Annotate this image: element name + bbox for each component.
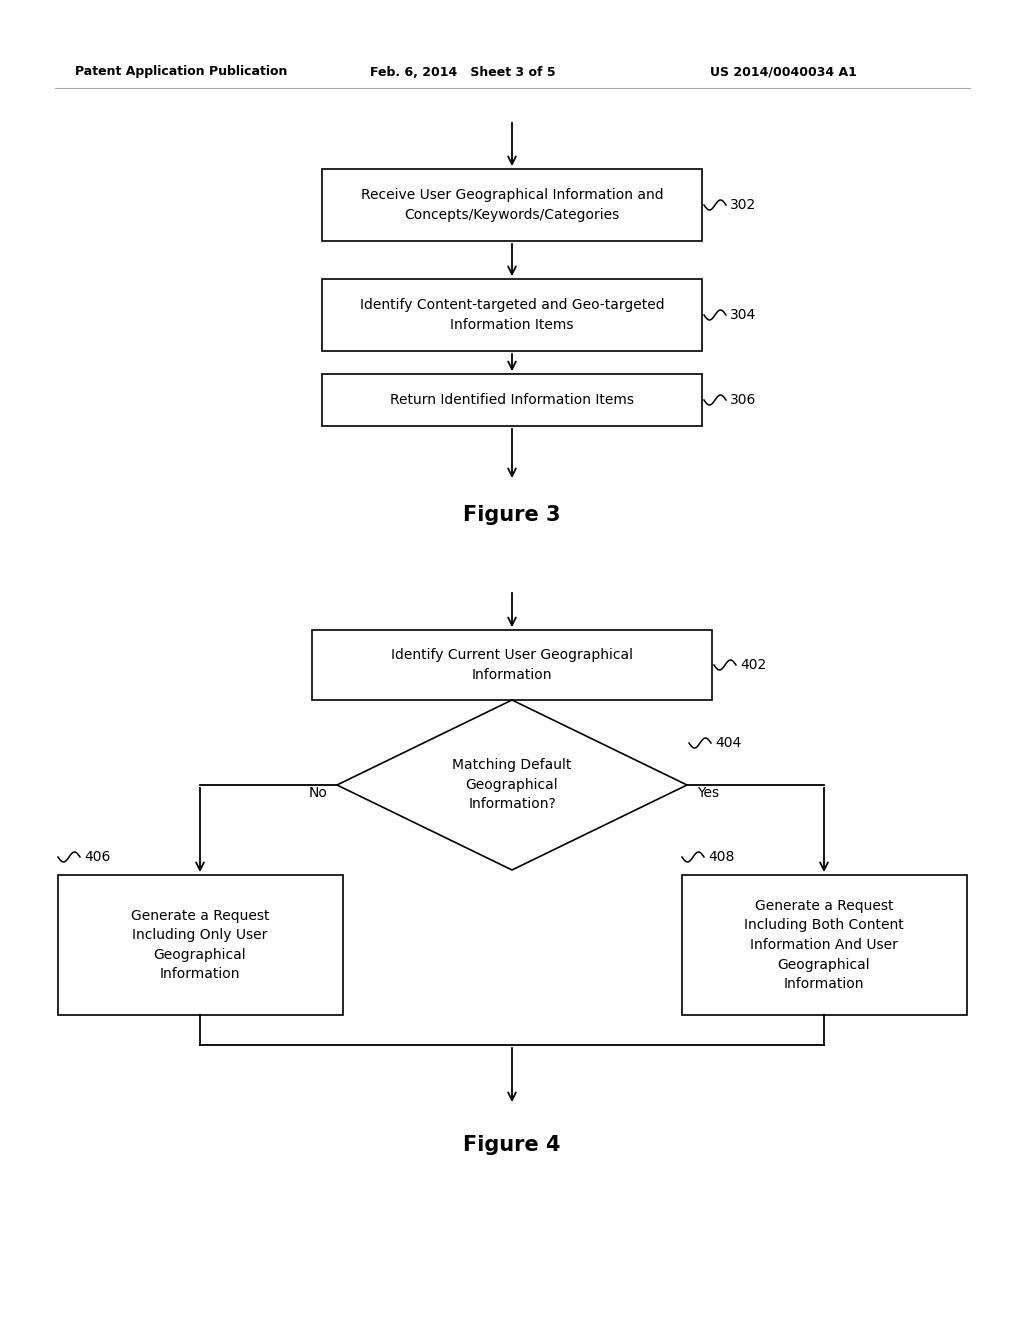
Text: Return Identified Information Items: Return Identified Information Items [390, 393, 634, 407]
FancyBboxPatch shape [322, 374, 702, 426]
FancyBboxPatch shape [57, 875, 342, 1015]
Text: Yes: Yes [697, 785, 719, 800]
Text: Figure 4: Figure 4 [463, 1135, 561, 1155]
FancyBboxPatch shape [322, 279, 702, 351]
Text: 306: 306 [730, 393, 757, 407]
Text: Figure 3: Figure 3 [463, 506, 561, 525]
Text: Feb. 6, 2014   Sheet 3 of 5: Feb. 6, 2014 Sheet 3 of 5 [370, 66, 556, 78]
Text: Generate a Request
Including Both Content
Information And User
Geographical
Info: Generate a Request Including Both Conten… [744, 899, 904, 991]
Text: Matching Default
Geographical
Information?: Matching Default Geographical Informatio… [453, 759, 571, 812]
Text: 402: 402 [740, 657, 766, 672]
FancyBboxPatch shape [312, 630, 712, 700]
Text: Generate a Request
Including Only User
Geographical
Information: Generate a Request Including Only User G… [131, 908, 269, 981]
Text: 406: 406 [84, 850, 111, 865]
Text: Patent Application Publication: Patent Application Publication [75, 66, 288, 78]
Text: 304: 304 [730, 308, 757, 322]
FancyBboxPatch shape [322, 169, 702, 242]
Text: 302: 302 [730, 198, 757, 213]
Text: Identify Current User Geographical
Information: Identify Current User Geographical Infor… [391, 648, 633, 681]
Text: Receive User Geographical Information and
Concepts/Keywords/Categories: Receive User Geographical Information an… [360, 189, 664, 222]
FancyBboxPatch shape [682, 875, 967, 1015]
Text: 408: 408 [708, 850, 734, 865]
Text: Identify Content-targeted and Geo-targeted
Information Items: Identify Content-targeted and Geo-target… [359, 298, 665, 331]
Text: US 2014/0040034 A1: US 2014/0040034 A1 [710, 66, 857, 78]
Text: No: No [308, 785, 327, 800]
Text: 404: 404 [715, 737, 741, 750]
